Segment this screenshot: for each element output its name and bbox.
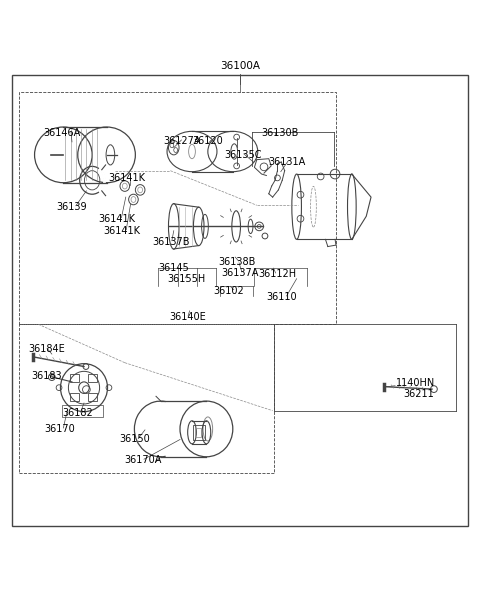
- Text: 36112H: 36112H: [258, 269, 296, 279]
- Text: 36137B: 36137B: [153, 237, 190, 246]
- Text: 36102: 36102: [214, 285, 244, 296]
- Text: 36100A: 36100A: [220, 61, 260, 71]
- Text: 36120: 36120: [192, 136, 223, 146]
- Text: 36141K: 36141K: [108, 173, 145, 183]
- Text: 36138B: 36138B: [218, 257, 256, 267]
- Text: 36110: 36110: [266, 292, 297, 302]
- Bar: [88, 393, 97, 401]
- Text: 36183: 36183: [31, 371, 62, 381]
- Text: 36170A: 36170A: [124, 455, 161, 465]
- Text: 36145: 36145: [158, 262, 189, 272]
- Bar: [71, 393, 80, 401]
- Text: 1140HN: 1140HN: [396, 378, 435, 388]
- Text: 36141K: 36141K: [103, 226, 140, 236]
- Text: 36155H: 36155H: [167, 274, 205, 284]
- Text: 36131A: 36131A: [269, 157, 306, 167]
- Bar: [195, 428, 201, 437]
- Text: 36130B: 36130B: [262, 128, 299, 138]
- Text: 36184E: 36184E: [28, 345, 65, 354]
- Text: 36139: 36139: [57, 202, 87, 212]
- Text: 36141K: 36141K: [98, 214, 135, 224]
- Text: 36127A: 36127A: [163, 136, 201, 146]
- Bar: [71, 374, 80, 382]
- Bar: [62, 405, 103, 417]
- Text: 36211: 36211: [403, 389, 434, 399]
- Text: 36170: 36170: [44, 424, 75, 434]
- Text: 36150: 36150: [119, 434, 150, 444]
- Text: 36135C: 36135C: [225, 150, 262, 160]
- Bar: [19, 324, 274, 473]
- Bar: [88, 374, 97, 382]
- Text: 36140E: 36140E: [169, 311, 206, 322]
- Bar: [19, 92, 336, 324]
- Text: 36146A: 36146A: [43, 128, 81, 138]
- Text: 36137A: 36137A: [222, 268, 259, 278]
- Bar: [193, 425, 205, 440]
- Text: 36182: 36182: [62, 408, 93, 418]
